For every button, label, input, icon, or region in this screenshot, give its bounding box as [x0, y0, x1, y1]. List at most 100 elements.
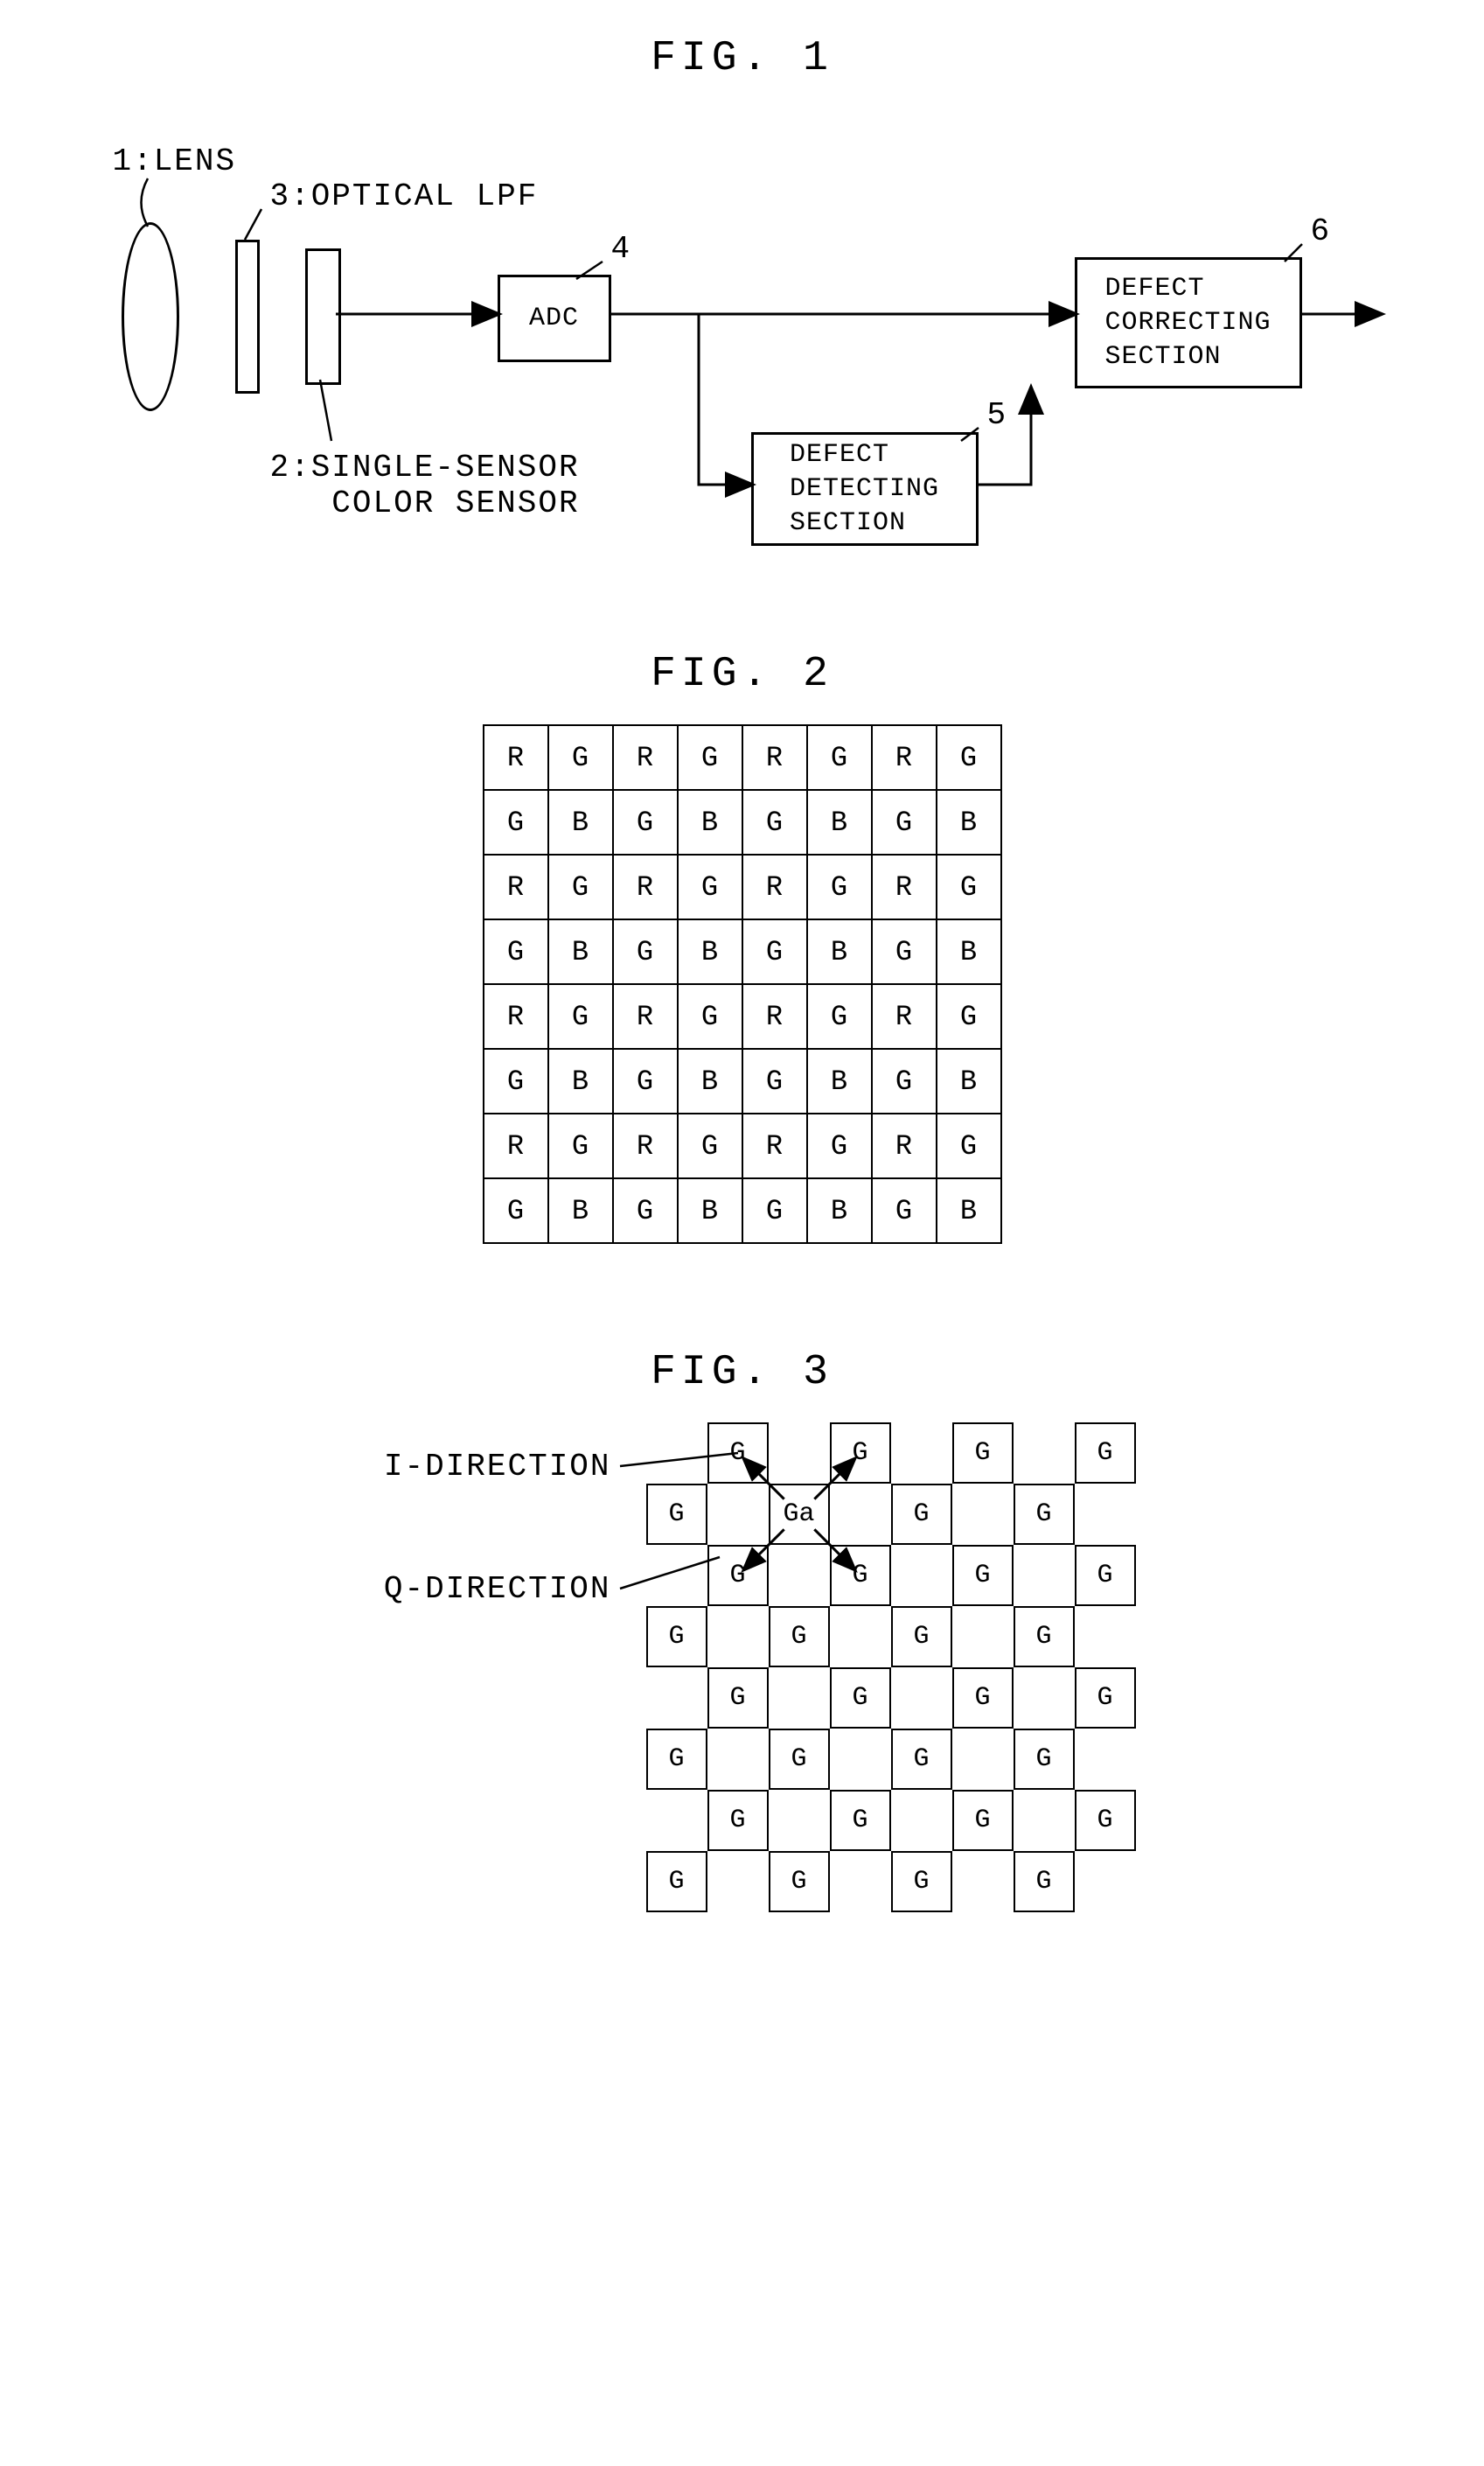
- g-pixel: G: [891, 1606, 952, 1667]
- empty-cell: [952, 1484, 1014, 1545]
- empty-cell: [707, 1606, 769, 1667]
- bayer-cell: G: [484, 790, 548, 855]
- g-pixel: G: [1014, 1729, 1075, 1790]
- g-pixel: G: [891, 1484, 952, 1545]
- bayer-cell: B: [678, 919, 742, 984]
- bayer-cell: G: [937, 984, 1001, 1049]
- g-pixel: G: [952, 1790, 1014, 1851]
- bayer-cell: G: [872, 1178, 937, 1243]
- bayer-cell: G: [807, 984, 872, 1049]
- bayer-cell: G: [742, 1049, 807, 1114]
- fig3-grid-wrap: GGGGGGaGGGGGGGGGGGGGGGGGGGGGGGGGG: [646, 1422, 1136, 1912]
- figure-1: FIG. 1 ADC DEFECT DETECTING SECTION DEFE…: [35, 35, 1449, 546]
- fig1-canvas: ADC DEFECT DETECTING SECTION DEFECT CORR…: [87, 108, 1398, 546]
- empty-cell: [830, 1606, 891, 1667]
- bayer-cell: G: [548, 984, 613, 1049]
- figure-2: FIG. 2 RGRGRGRGGBGBGBGBRGRGRGRGGBGBGBGBR…: [35, 651, 1449, 1244]
- adc-block: ADC: [498, 275, 611, 362]
- g-pixel: G: [1075, 1422, 1136, 1484]
- bayer-cell: R: [872, 984, 937, 1049]
- color-sensor-shape: [305, 248, 341, 385]
- bayer-cell: B: [937, 1178, 1001, 1243]
- bayer-cell: R: [872, 1114, 937, 1178]
- empty-cell: [707, 1484, 769, 1545]
- g-pixel-grid: GGGGGGaGGGGGGGGGGGGGGGGGGGGGGGGGG: [646, 1422, 1136, 1912]
- g-pixel: G: [646, 1484, 707, 1545]
- empty-cell: [1014, 1790, 1075, 1851]
- empty-cell: [1075, 1729, 1136, 1790]
- bayer-cell: B: [937, 919, 1001, 984]
- bayer-cell: B: [937, 1049, 1001, 1114]
- g-pixel: G: [830, 1422, 891, 1484]
- bayer-cell: B: [548, 1178, 613, 1243]
- bayer-cell: G: [742, 919, 807, 984]
- lpf-label: 3:OPTICAL LPF: [270, 178, 539, 214]
- bayer-cell: G: [613, 919, 678, 984]
- bayer-cell: G: [678, 984, 742, 1049]
- bayer-cell: R: [484, 725, 548, 790]
- empty-cell: [646, 1667, 707, 1729]
- empty-cell: [707, 1851, 769, 1912]
- bayer-cell: G: [872, 919, 937, 984]
- g-pixel: G: [707, 1667, 769, 1729]
- g-pixel: G: [952, 1545, 1014, 1606]
- g-pixel: G: [1075, 1667, 1136, 1729]
- g-pixel: G: [830, 1790, 891, 1851]
- g-pixel: G: [830, 1667, 891, 1729]
- empty-cell: [891, 1667, 952, 1729]
- empty-cell: [952, 1729, 1014, 1790]
- bayer-cell: R: [742, 984, 807, 1049]
- g-pixel: G: [891, 1729, 952, 1790]
- empty-cell: [646, 1422, 707, 1484]
- adc-number: 4: [611, 231, 632, 267]
- bayer-cell: G: [872, 1049, 937, 1114]
- bayer-cell: G: [613, 1049, 678, 1114]
- empty-cell: [769, 1545, 830, 1606]
- bayer-cell: B: [807, 1178, 872, 1243]
- defect-correcting-block: DEFECT CORRECTING SECTION: [1075, 257, 1302, 388]
- bayer-cell: G: [937, 1114, 1001, 1178]
- empty-cell: [646, 1790, 707, 1851]
- correct-text: DEFECT CORRECTING SECTION: [1104, 272, 1271, 374]
- bayer-cell: B: [807, 919, 872, 984]
- g-pixel: G: [707, 1790, 769, 1851]
- bayer-cell: R: [872, 855, 937, 919]
- g-pixel: G: [769, 1851, 830, 1912]
- empty-cell: [769, 1667, 830, 1729]
- bayer-cell: G: [742, 790, 807, 855]
- bayer-cell: G: [872, 790, 937, 855]
- bayer-cell: G: [807, 855, 872, 919]
- bayer-cell: B: [807, 790, 872, 855]
- g-pixel: G: [952, 1422, 1014, 1484]
- bayer-cell: G: [807, 725, 872, 790]
- g-pixel: G: [707, 1422, 769, 1484]
- g-pixel: G: [1014, 1851, 1075, 1912]
- bayer-pattern-table: RGRGRGRGGBGBGBGBRGRGRGRGGBGBGBGBRGRGRGRG…: [483, 724, 1002, 1244]
- g-pixel: G: [646, 1851, 707, 1912]
- empty-cell: [952, 1606, 1014, 1667]
- empty-cell: [1075, 1851, 1136, 1912]
- fig1-title: FIG. 1: [35, 35, 1449, 82]
- lens-shape: [122, 222, 179, 411]
- empty-cell: [707, 1729, 769, 1790]
- g-pixel: G: [1075, 1790, 1136, 1851]
- empty-cell: [830, 1729, 891, 1790]
- fig3-direction-labels: I-DIRECTION Q-DIRECTION: [349, 1422, 629, 1912]
- empty-cell: [891, 1545, 952, 1606]
- bayer-cell: G: [678, 855, 742, 919]
- bayer-cell: G: [937, 855, 1001, 919]
- bayer-cell: G: [548, 725, 613, 790]
- empty-cell: [1014, 1667, 1075, 1729]
- bayer-cell: G: [678, 725, 742, 790]
- bayer-cell: R: [484, 984, 548, 1049]
- detect-number: 5: [987, 397, 1008, 433]
- bayer-cell: G: [742, 1178, 807, 1243]
- bayer-cell: R: [484, 855, 548, 919]
- bayer-cell: R: [742, 725, 807, 790]
- correct-number: 6: [1311, 213, 1332, 249]
- g-pixel: G: [1014, 1606, 1075, 1667]
- bayer-cell: R: [742, 855, 807, 919]
- g-pixel: G: [646, 1729, 707, 1790]
- empty-cell: [952, 1851, 1014, 1912]
- empty-cell: [1075, 1606, 1136, 1667]
